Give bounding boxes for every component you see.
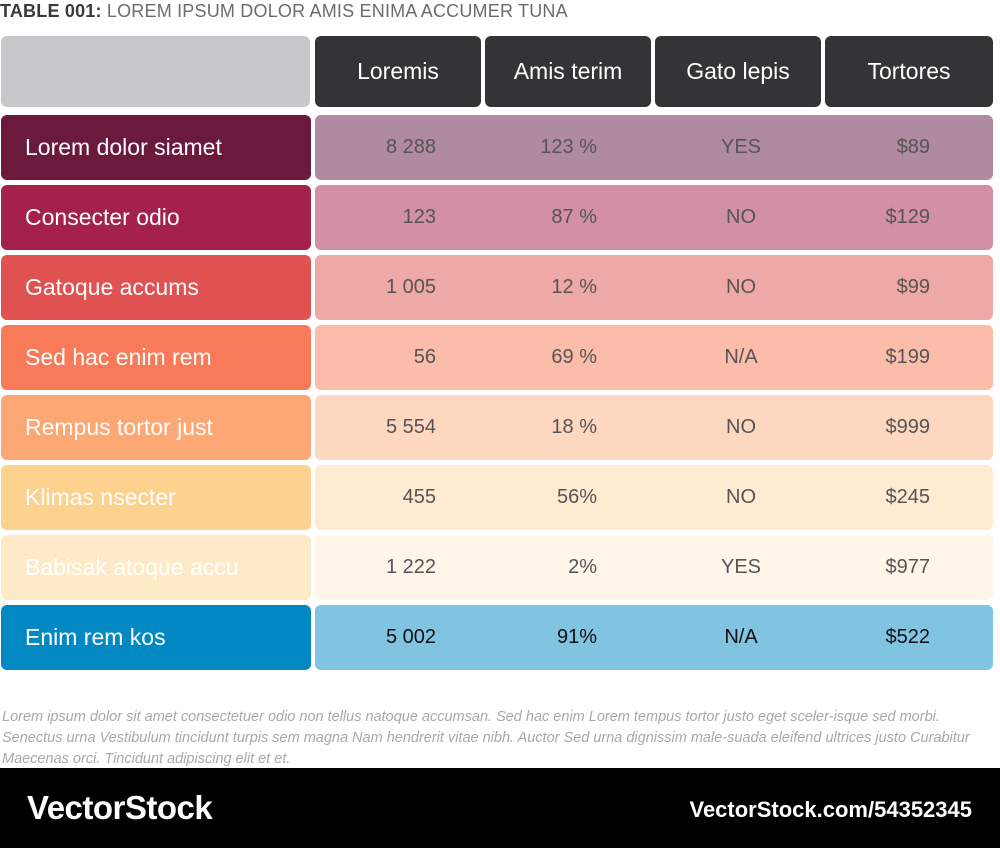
cell-amis-terim: 12 % xyxy=(551,276,597,298)
row-data: 8 288 123 % YES $89 xyxy=(315,115,993,180)
row-label: Sed hac enim rem xyxy=(1,325,311,390)
brand-url: VectorStock.com/54352345 xyxy=(689,797,972,822)
row-data-highlight: 5 002 91% N/A $522 xyxy=(315,605,993,670)
cell-gato-lepis: NO xyxy=(726,416,756,438)
cell-amis-terim: 87 % xyxy=(551,206,597,228)
cell-tortores: $89 xyxy=(896,136,930,158)
row-data: 123 87 % NO $129 xyxy=(315,185,993,250)
row-data: 5 554 18 % NO $999 xyxy=(315,395,993,460)
cell-gato-lepis: N/A xyxy=(724,346,758,368)
cell-tortores: $199 xyxy=(885,346,931,368)
cell-loremis: 1 005 xyxy=(385,276,436,298)
row-data: 455 56% NO $245 xyxy=(315,465,993,530)
row-label: Klimas nsecter xyxy=(1,465,311,530)
cell-gato-lepis: NO xyxy=(726,486,756,508)
row-label: Babisak atoque accu xyxy=(1,535,311,600)
table-title: TABLE 001: LOREM IPSUM DOLOR AMIS ENIMA … xyxy=(0,0,568,22)
cell-gato-lepis: YES xyxy=(720,136,762,158)
cell-loremis: 1 222 xyxy=(385,556,436,578)
cell-tortores: $522 xyxy=(885,626,931,648)
cell-loremis: 8 288 xyxy=(385,136,436,158)
cell-gato-lepis: NO xyxy=(726,206,756,228)
table-title-prefix: TABLE 001: xyxy=(0,1,102,21)
row-label: Lorem dolor siamet xyxy=(1,115,311,180)
column-header-tortores: Tortores xyxy=(825,36,993,107)
cell-tortores: $99 xyxy=(896,276,930,298)
brand-logo: VectorStock xyxy=(27,789,213,826)
cell-gato-lepis: NO xyxy=(726,276,756,298)
row-label: Rempus tortor just xyxy=(1,395,311,460)
cell-tortores: $999 xyxy=(885,416,931,438)
row-data: 56 69 % N/A $199 xyxy=(315,325,993,390)
footnote-text: Lorem ipsum dolor sit amet consectetuer … xyxy=(2,709,970,767)
cell-amis-terim: 2% xyxy=(568,556,597,578)
cell-loremis: 5 554 xyxy=(385,416,436,438)
cell-loremis: 123 xyxy=(402,206,436,228)
cell-loremis: 5 002 xyxy=(385,626,436,648)
brand-bar: VectorStock VectorStock.com/54352345 xyxy=(0,768,1000,848)
row-label-highlight: Enim rem kos xyxy=(1,605,311,670)
cell-amis-terim: 123 % xyxy=(540,136,597,158)
row-data: 1 005 12 % NO $99 xyxy=(315,255,993,320)
cell-loremis: 56 xyxy=(413,346,436,368)
header-corner-cell xyxy=(1,36,310,107)
column-header-amis-terim: Amis terim xyxy=(485,36,651,107)
cell-loremis: 455 xyxy=(402,486,436,508)
row-label: Consecter odio xyxy=(1,185,311,250)
cell-amis-terim: 69 % xyxy=(551,346,597,368)
cell-amis-terim: 91% xyxy=(556,626,597,648)
cell-tortores: $129 xyxy=(885,206,931,228)
cell-gato-lepis: YES xyxy=(720,556,762,578)
cell-tortores: $977 xyxy=(885,556,931,578)
cell-amis-terim: 18 % xyxy=(551,416,597,438)
cell-gato-lepis: N/A xyxy=(724,626,758,648)
cell-amis-terim: 56% xyxy=(556,486,597,508)
column-header-gato-lepis: Gato lepis xyxy=(655,36,821,107)
row-label: Gatoque accums xyxy=(1,255,311,320)
cell-tortores: $245 xyxy=(885,486,931,508)
table-title-text: LOREM IPSUM DOLOR AMIS ENIMA ACCUMER TUN… xyxy=(106,1,568,21)
row-data: 1 222 2% YES $977 xyxy=(315,535,993,600)
column-header-loremis: Loremis xyxy=(315,36,481,107)
